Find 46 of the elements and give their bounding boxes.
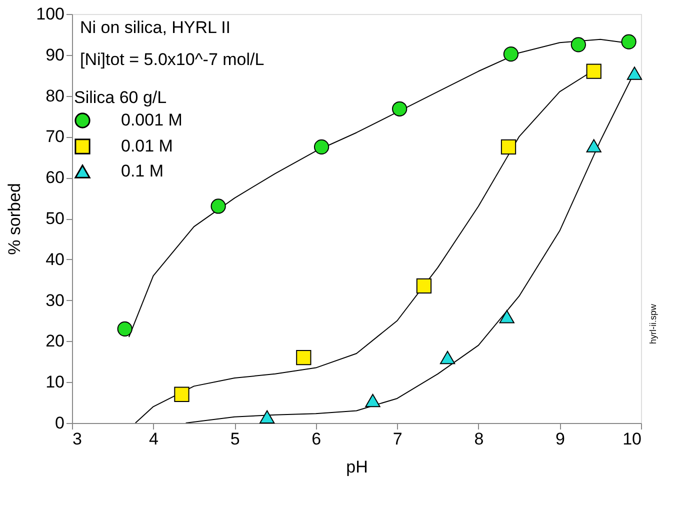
point: [174, 386, 190, 402]
x-tick-label: 6: [312, 430, 322, 448]
y-tick-label: 10: [46, 372, 64, 392]
x-axis-title: pH: [346, 458, 368, 476]
x-tick-label: 4: [149, 430, 159, 448]
y-tick-label: 0: [55, 414, 64, 432]
point: [440, 350, 456, 364]
point: [586, 139, 602, 152]
legend-title: Silica 60 g/L: [74, 88, 167, 107]
point: [260, 410, 275, 424]
x-tick-label: 8: [474, 430, 484, 448]
text: hyrl-ii.spw: [648, 303, 658, 344]
point: [117, 321, 132, 336]
x-tick-label: 7: [392, 430, 402, 448]
point: [296, 350, 312, 366]
point: [503, 46, 519, 62]
y-tick-label: 80: [46, 86, 64, 106]
point: [314, 139, 330, 154]
y-tick-label: 60: [46, 168, 64, 188]
point: [416, 278, 432, 294]
y-tick-label: 40: [46, 250, 64, 269]
y-tick-label: 70: [46, 127, 64, 146]
y-tick-label: 90: [46, 45, 64, 64]
point: [626, 66, 642, 80]
point: [621, 34, 636, 50]
point: [570, 37, 586, 52]
annotation: [Ni]tot = 5.0x10^-7 mol/L: [80, 50, 264, 69]
x-tick-label: 3: [72, 430, 82, 448]
y-axis-title: % sorbed: [5, 183, 24, 255]
point: [586, 64, 602, 79]
point: [365, 394, 380, 408]
point: [500, 139, 516, 154]
legend-label: 0.01 M: [121, 136, 173, 156]
x-tick-label: 9: [555, 430, 565, 448]
y-tick-label: 100: [36, 4, 64, 24]
y-tick-label: 20: [46, 332, 64, 351]
y-tick-label: 50: [46, 209, 64, 228]
legend-label: 0.1 M: [121, 162, 164, 180]
x-tick-label: 10: [622, 430, 642, 448]
point: [210, 198, 226, 214]
point: [392, 101, 408, 116]
annotation: Ni on silica, HYRL II: [80, 18, 231, 37]
point: [499, 310, 514, 324]
x-tick-label: 5: [230, 430, 240, 448]
y-tick-label: 30: [46, 290, 64, 310]
legend-label: 0.001 M: [121, 110, 182, 130]
